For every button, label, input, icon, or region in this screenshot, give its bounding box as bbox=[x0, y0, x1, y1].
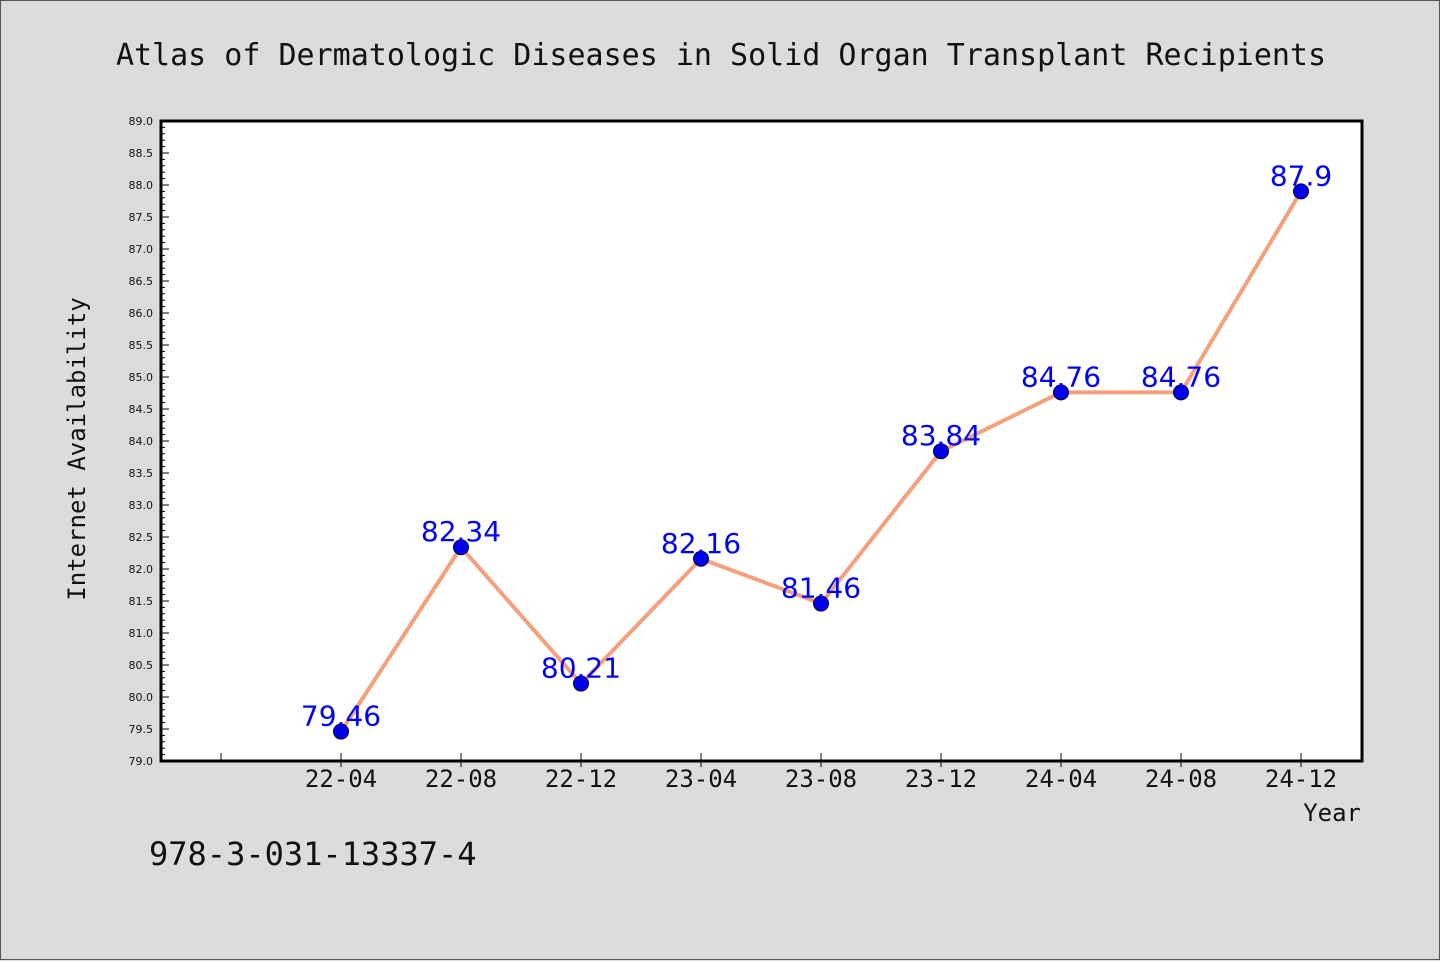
x-tick-label: 23-04 bbox=[665, 765, 737, 793]
y-tick-label: 87.5 bbox=[129, 211, 154, 224]
x-axis: 22-04 22-08 22-12 23-04 23-08 23-12 24-04 24-08… bbox=[220, 753, 1337, 793]
y-axis-title: Internet Availability bbox=[63, 297, 91, 600]
y-tick-label: 89.0 bbox=[129, 115, 154, 128]
y-tick-label: 85.5 bbox=[129, 339, 154, 352]
chart-title: Atlas of Dermatologic Diseases in Solid … bbox=[116, 38, 1326, 73]
y-tick-label: 86.5 bbox=[129, 275, 154, 288]
y-tick-label: 81.0 bbox=[129, 627, 154, 640]
data-label: 87.9 bbox=[1270, 159, 1332, 192]
x-tick-label: 24-08 bbox=[1145, 765, 1217, 793]
y-tick-label: 88.0 bbox=[129, 179, 154, 192]
x-axis-title: Year bbox=[1303, 799, 1361, 827]
x-tick-label: 22-08 bbox=[425, 765, 497, 793]
y-tick-label: 87.0 bbox=[129, 243, 154, 256]
data-label: 83.84 bbox=[901, 419, 981, 452]
data-point bbox=[813, 595, 829, 612]
data-point bbox=[693, 550, 709, 567]
x-tick-label: 23-12 bbox=[905, 765, 977, 793]
data-point bbox=[573, 675, 589, 692]
y-tick-label: 84.0 bbox=[129, 435, 154, 448]
data-point bbox=[1293, 183, 1309, 200]
y-axis: 79.0 79.5 80.0 80.5 81.0 81.5 82.0 82.5 83.0 83.5… bbox=[129, 115, 169, 768]
plot-area bbox=[159, 119, 1364, 763]
data-point bbox=[333, 723, 349, 740]
y-tick-label: 80.5 bbox=[129, 659, 154, 672]
data-label: 81.46 bbox=[781, 572, 861, 605]
y-tick-label: 83.0 bbox=[129, 499, 154, 512]
data-label: 84.76 bbox=[1021, 360, 1101, 393]
y-tick-label: 82.0 bbox=[129, 563, 154, 576]
y-tick-label: 88.5 bbox=[129, 147, 154, 160]
y-tick-label: 85.0 bbox=[129, 371, 154, 384]
x-tick-label: 22-12 bbox=[545, 765, 617, 793]
y-tick-label: 79.0 bbox=[129, 755, 154, 768]
isbn-footer: 978-3-031-13337-4 bbox=[149, 835, 477, 873]
data-label: 80.21 bbox=[541, 652, 621, 685]
data-point bbox=[933, 443, 949, 460]
y-tick-label: 80.0 bbox=[129, 691, 154, 704]
y-tick-label: 83.5 bbox=[129, 467, 154, 480]
data-markers bbox=[333, 183, 1309, 740]
x-tick-label: 22-04 bbox=[305, 765, 377, 793]
data-labels: 79.46 82.34 80.21 82.16 81.46 83.84 84.76 84.76… bbox=[301, 159, 1332, 732]
y-tick-label: 84.5 bbox=[129, 403, 154, 416]
data-label: 84.76 bbox=[1141, 360, 1221, 393]
x-tick-label: 23-08 bbox=[785, 765, 857, 793]
data-point bbox=[1173, 384, 1189, 401]
data-label: 79.46 bbox=[301, 700, 381, 733]
y-tick-label: 82.5 bbox=[129, 531, 154, 544]
y-tick-label: 79.5 bbox=[129, 723, 154, 736]
data-label: 82.34 bbox=[421, 515, 501, 548]
x-tick-label: 24-04 bbox=[1025, 765, 1097, 793]
y-tick-label: 81.5 bbox=[129, 595, 154, 608]
data-point bbox=[453, 539, 469, 556]
data-label: 82.16 bbox=[661, 527, 741, 560]
data-point bbox=[1053, 384, 1069, 401]
x-tick-label: 24-12 bbox=[1265, 765, 1337, 793]
y-tick-label: 86.0 bbox=[129, 307, 154, 320]
